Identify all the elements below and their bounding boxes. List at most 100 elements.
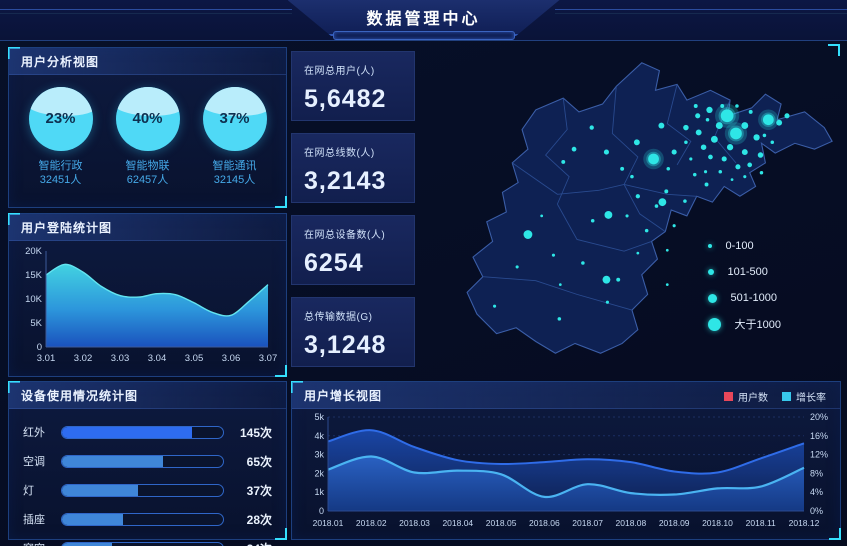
device-usage-count: 65次 xyxy=(246,454,272,469)
map-bubble[interactable] xyxy=(704,182,709,187)
map-bubble[interactable] xyxy=(658,122,665,129)
growth-area-chart[interactable]: 0 0% 1k 4% 2k 8% 3k 12% 4k 16% 5k 20% 2018.01 2018.02… xyxy=(298,411,834,539)
map-bubble[interactable] xyxy=(753,134,760,141)
map-bubble[interactable] xyxy=(605,300,609,304)
map-bubble[interactable] xyxy=(770,140,775,145)
device-bar-row[interactable]: 窗帘 24次 xyxy=(23,537,272,546)
map-bubble[interactable] xyxy=(635,194,640,199)
map-bubble[interactable] xyxy=(664,189,669,194)
stat-card-total-data: 总传输数据(G) 3,1248 xyxy=(291,297,415,367)
map-bubble[interactable] xyxy=(654,204,659,208)
device-bar-row[interactable]: 红外 145次 xyxy=(23,421,272,443)
login-area-chart[interactable]: 0 5K 10K 15K 20K 3.01 3.02 3.03 3.04 3.05 3.06 3.07 xyxy=(16,243,279,373)
map-bubble[interactable] xyxy=(633,139,640,146)
map-bubble[interactable] xyxy=(666,167,671,171)
map-bubble[interactable] xyxy=(762,133,767,138)
device-name: 红外 xyxy=(23,427,45,439)
map-bubble[interactable] xyxy=(616,277,621,282)
map-bubble[interactable] xyxy=(625,214,629,218)
map-bubble[interactable] xyxy=(684,140,688,145)
map-bubble[interactable] xyxy=(695,113,701,119)
gauge-comms[interactable]: 37% 智能通讯 32145人 xyxy=(193,87,277,187)
map-bubble[interactable] xyxy=(718,169,723,174)
map-bubble[interactable] xyxy=(523,230,533,239)
map-bubble[interactable] xyxy=(730,178,734,181)
map-bubble[interactable] xyxy=(693,104,698,108)
map-bubble[interactable] xyxy=(743,175,747,179)
map-bubble[interactable] xyxy=(648,153,659,165)
map-bubble[interactable] xyxy=(602,275,611,284)
svg-text:2k: 2k xyxy=(314,468,324,478)
map-canvas[interactable] xyxy=(420,45,839,375)
map-bubble[interactable] xyxy=(630,174,634,179)
map-bubble[interactable] xyxy=(636,251,640,255)
gauge-label: 智能通讯 32145人 xyxy=(212,160,257,186)
map-bubble[interactable] xyxy=(735,104,739,108)
map-bubble[interactable] xyxy=(603,149,609,155)
map-bubble[interactable] xyxy=(726,144,734,151)
map-bubble[interactable] xyxy=(515,265,519,269)
device-bar-row[interactable]: 插座 28次 xyxy=(23,508,272,530)
map-bubble[interactable] xyxy=(590,219,595,223)
map-bubble[interactable] xyxy=(735,164,741,170)
gauge-admin[interactable]: 23% 智能行政 32451人 xyxy=(19,87,103,187)
panel-user-analysis: 用户分析视图 23% 智能行政 32451人 40% 智能物联 xyxy=(8,47,287,208)
map-bubble[interactable] xyxy=(692,172,697,177)
legend-item-growth-rate[interactable]: 增长率 xyxy=(782,389,826,404)
map-bubble[interactable] xyxy=(671,149,677,155)
map-bubble[interactable] xyxy=(706,106,713,114)
map-bubble[interactable] xyxy=(658,198,667,207)
map-bubble[interactable] xyxy=(715,122,723,130)
map-bubble[interactable] xyxy=(784,113,790,119)
map-bubble[interactable] xyxy=(703,170,708,174)
map-bubble[interactable] xyxy=(561,159,566,164)
map-bubble[interactable] xyxy=(705,117,710,122)
map-bubble[interactable] xyxy=(730,127,742,140)
svg-text:3.02: 3.02 xyxy=(74,353,93,364)
map-bubble[interactable] xyxy=(695,129,702,136)
map-bubble[interactable] xyxy=(589,125,594,130)
map-bubble[interactable] xyxy=(741,122,749,130)
map-bubble[interactable] xyxy=(759,170,764,175)
map-bubble[interactable] xyxy=(665,283,669,286)
svg-text:2018.08: 2018.08 xyxy=(616,518,647,528)
map-bubble[interactable] xyxy=(747,162,753,168)
map-bubble[interactable] xyxy=(551,253,556,257)
map-bubble[interactable] xyxy=(762,114,774,126)
map-bubble[interactable] xyxy=(720,109,734,123)
map-bubble[interactable] xyxy=(665,248,669,252)
gauge-iot[interactable]: 40% 智能物联 62457人 xyxy=(106,87,190,187)
map-bubble[interactable] xyxy=(604,210,613,219)
map-bubble[interactable] xyxy=(710,135,718,143)
map-bubble[interactable] xyxy=(540,214,544,218)
map-bubble[interactable] xyxy=(700,144,707,150)
map-bubble[interactable] xyxy=(748,109,753,114)
map-bubble[interactable] xyxy=(644,228,649,233)
map-bubble[interactable] xyxy=(708,154,713,160)
map-bubble[interactable] xyxy=(720,104,725,108)
map-bubble[interactable] xyxy=(620,166,625,171)
map-bubble[interactable] xyxy=(683,199,687,203)
panel-title: 用户登陆统计图 xyxy=(21,220,113,235)
map-bubble[interactable] xyxy=(721,156,727,162)
map-bubble[interactable] xyxy=(571,146,577,152)
map-bubble[interactable] xyxy=(557,317,562,321)
map-bubble[interactable] xyxy=(776,119,783,126)
region-map[interactable]: 0-100 101-500 501-1000 大于1000 xyxy=(420,44,840,375)
map-bubble[interactable] xyxy=(672,224,676,228)
legend-item-users[interactable]: 用户数 xyxy=(724,389,768,404)
map-bubble[interactable] xyxy=(493,304,497,308)
bubble-size-icon xyxy=(707,269,714,275)
map-bubble[interactable] xyxy=(581,261,585,265)
page-title: 数据管理中心 xyxy=(366,11,481,28)
map-bubble[interactable] xyxy=(741,149,748,156)
map-bubble[interactable] xyxy=(757,152,764,158)
map-bubble[interactable] xyxy=(558,283,562,286)
liquid-gauge: 23% xyxy=(28,87,93,151)
device-bar-row[interactable]: 灯 37次 xyxy=(23,479,272,501)
device-bar-row[interactable]: 空调 65次 xyxy=(23,450,272,472)
map-bubble[interactable] xyxy=(683,124,689,131)
map-bubble[interactable] xyxy=(689,157,693,161)
